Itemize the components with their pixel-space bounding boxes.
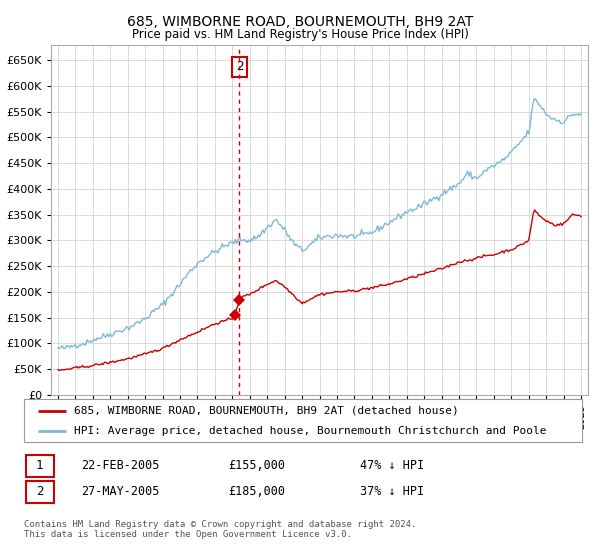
- Text: 1: 1: [36, 459, 43, 473]
- Text: 27-MAY-2005: 27-MAY-2005: [81, 485, 160, 498]
- Text: £185,000: £185,000: [228, 485, 285, 498]
- Text: Price paid vs. HM Land Registry's House Price Index (HPI): Price paid vs. HM Land Registry's House …: [131, 28, 469, 41]
- Text: HPI: Average price, detached house, Bournemouth Christchurch and Poole: HPI: Average price, detached house, Bour…: [74, 426, 547, 436]
- Text: 22-FEB-2005: 22-FEB-2005: [81, 459, 160, 473]
- Text: 685, WIMBORNE ROAD, BOURNEMOUTH, BH9 2AT (detached house): 685, WIMBORNE ROAD, BOURNEMOUTH, BH9 2AT…: [74, 406, 459, 416]
- Text: Contains HM Land Registry data © Crown copyright and database right 2024.
This d: Contains HM Land Registry data © Crown c…: [24, 520, 416, 539]
- Text: 2: 2: [236, 60, 243, 73]
- Text: 47% ↓ HPI: 47% ↓ HPI: [360, 459, 424, 473]
- Text: 2: 2: [36, 485, 43, 498]
- Text: 37% ↓ HPI: 37% ↓ HPI: [360, 485, 424, 498]
- Text: 685, WIMBORNE ROAD, BOURNEMOUTH, BH9 2AT: 685, WIMBORNE ROAD, BOURNEMOUTH, BH9 2AT: [127, 15, 473, 29]
- Text: £155,000: £155,000: [228, 459, 285, 473]
